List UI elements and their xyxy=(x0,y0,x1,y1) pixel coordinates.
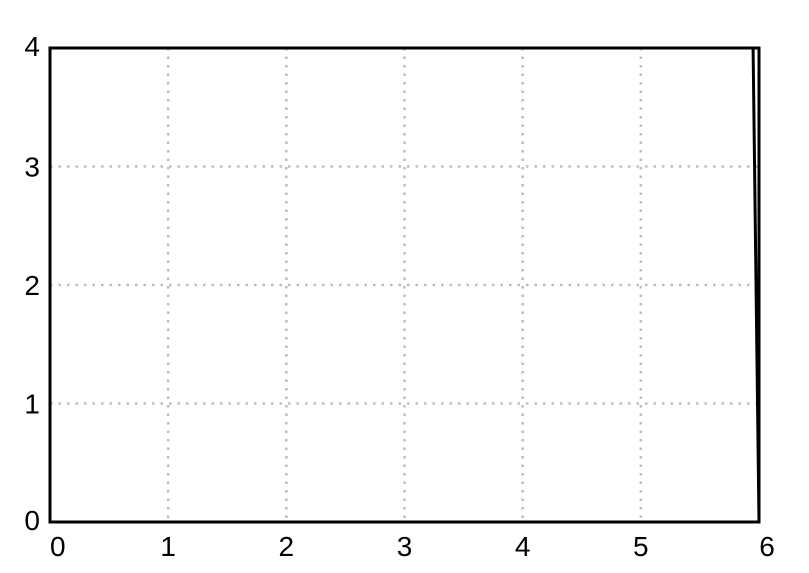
y-tick-label: 2 xyxy=(24,270,40,301)
x-tick-label: 6 xyxy=(759,531,775,562)
series-layer xyxy=(50,46,761,523)
x-tick-label: 2 xyxy=(279,531,295,562)
x-tick-label: 0 xyxy=(50,531,66,562)
x-tick-label: 4 xyxy=(515,531,531,562)
x-axis: 0 1 2 3 4 5 6 xyxy=(50,531,775,562)
x-tick-label: 5 xyxy=(633,531,649,562)
y-tick-label: 4 xyxy=(24,31,40,62)
y-tick-label: 1 xyxy=(24,389,40,420)
x-tick-label: 1 xyxy=(160,531,176,562)
y-tick-label: 3 xyxy=(24,152,40,183)
y-tick-label: 0 xyxy=(24,505,40,536)
series-line-0 xyxy=(50,46,761,523)
y-axis: 0 1 2 3 4 xyxy=(24,31,40,536)
x-tick-label: 3 xyxy=(397,531,413,562)
plot-frame xyxy=(48,46,761,524)
grid xyxy=(50,48,759,522)
